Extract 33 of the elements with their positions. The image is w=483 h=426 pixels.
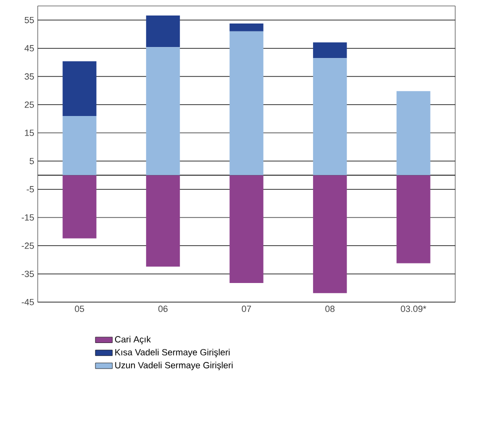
bar — [313, 42, 347, 58]
y-tick-label: 25 — [24, 101, 34, 108]
legend-label: Uzun Vadeli Sermaye Girişleri — [115, 362, 233, 370]
y-tick-label: -15 — [22, 214, 34, 220]
y-tick-label: 55 — [24, 16, 34, 24]
bar — [146, 15, 180, 47]
legend-label: Cari Açık — [115, 336, 151, 344]
y-tick-label: -25 — [22, 242, 34, 249]
y-tick-label: 45 — [24, 44, 34, 52]
bar — [230, 23, 264, 32]
bar — [230, 31, 264, 176]
bar — [396, 90, 430, 176]
bar — [146, 46, 180, 176]
y-tick-label: -5 — [26, 186, 34, 192]
x-tick-label: 08 — [325, 305, 335, 312]
x-tick-label: 03.09* — [400, 305, 426, 312]
x-tick-label: 06 — [158, 305, 168, 312]
y-tick-label: 15 — [25, 130, 34, 136]
bar — [62, 175, 96, 238]
bar — [313, 58, 347, 176]
bar — [313, 175, 347, 293]
bar — [62, 116, 96, 176]
x-tick-label: 05 — [74, 305, 84, 312]
y-tick-label: 35 — [24, 73, 34, 80]
bar — [146, 175, 180, 266]
y-tick-label: -35 — [22, 270, 34, 277]
bar — [396, 175, 430, 264]
legend-label: Kısa Vadeli Sermaye Girişleri — [115, 348, 230, 358]
bar — [62, 61, 96, 116]
y-tick-label: -45 — [22, 298, 34, 306]
bar — [230, 175, 264, 283]
x-tick-label: 07 — [242, 305, 251, 312]
y-tick-label: 5 — [30, 158, 34, 164]
